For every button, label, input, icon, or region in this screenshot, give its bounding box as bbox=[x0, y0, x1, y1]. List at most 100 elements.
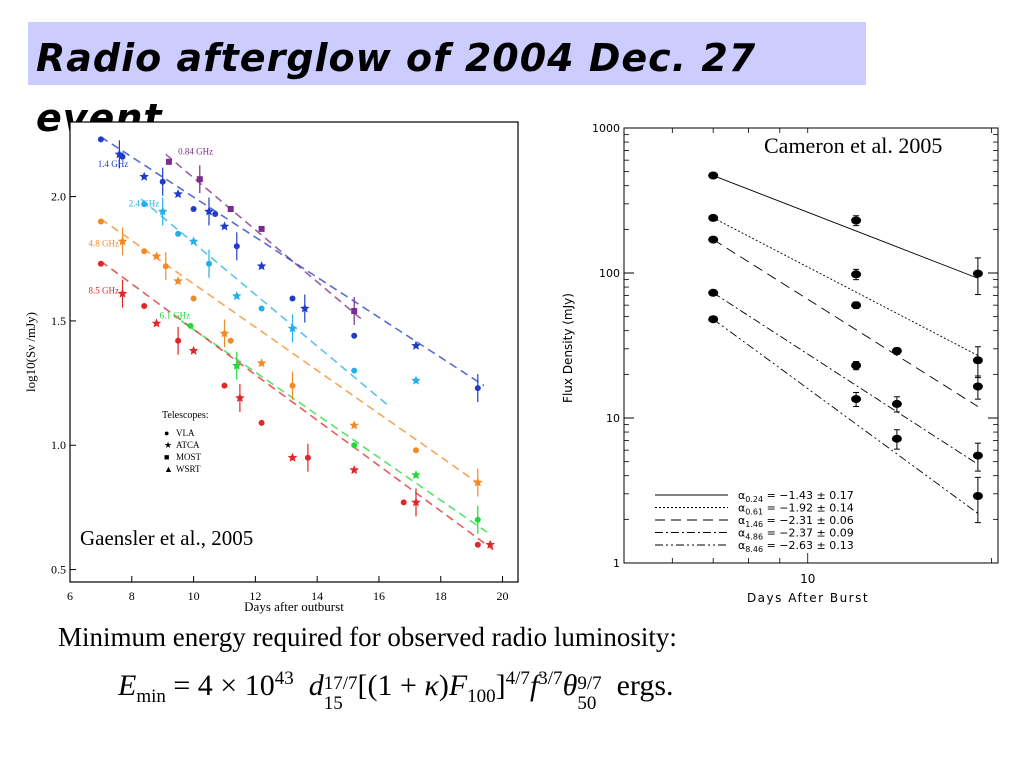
vla-marker bbox=[351, 442, 358, 449]
vla-marker bbox=[258, 419, 265, 426]
right-fit-line bbox=[712, 217, 979, 356]
left-data-point bbox=[151, 318, 162, 328]
formula-theta: θ bbox=[562, 669, 578, 702]
atca-marker bbox=[411, 375, 421, 385]
vla-marker bbox=[206, 260, 212, 267]
formula-d-scripts: 17/7 15 bbox=[324, 674, 358, 714]
left-data-point bbox=[485, 539, 495, 549]
atca-marker bbox=[157, 206, 168, 216]
legend-label: WSRT bbox=[176, 464, 201, 474]
formula-theta-sub: 50 bbox=[577, 693, 597, 714]
slide-title: Radio afterglow of 2004 Dec. 27 event bbox=[36, 36, 757, 140]
left-fit-line bbox=[180, 320, 488, 533]
left-series-label: 1.4 GHz bbox=[98, 159, 129, 169]
left-x-tick-label: 6 bbox=[67, 589, 73, 603]
slide-caption: Minimum energy required for observed rad… bbox=[58, 622, 677, 652]
vla-marker bbox=[159, 178, 166, 185]
left-data-point bbox=[349, 420, 359, 430]
atca-marker bbox=[139, 171, 149, 181]
right-data-point bbox=[708, 315, 719, 324]
left-data-point bbox=[175, 230, 182, 237]
formula-f100-sub: 100 bbox=[467, 686, 496, 707]
vla-marker bbox=[190, 206, 197, 212]
atca-marker bbox=[411, 470, 421, 480]
left-data-point bbox=[411, 488, 421, 517]
left-data-point bbox=[289, 371, 296, 400]
legend-glyph: ● bbox=[164, 428, 169, 438]
left-y-tick-label: 1.5 bbox=[51, 314, 66, 328]
most-marker bbox=[196, 176, 203, 183]
left-data-point bbox=[227, 206, 234, 212]
right-x-tick-label: 10 bbox=[800, 572, 815, 586]
right-fit-line bbox=[712, 318, 979, 514]
right-legend-value: = −1.92 ± 0.14 bbox=[763, 502, 854, 515]
flux-marker bbox=[708, 288, 719, 297]
right-axes: 1 10 100 1000 10 bbox=[592, 122, 998, 586]
left-data-point bbox=[411, 470, 421, 480]
atca-marker bbox=[188, 236, 199, 246]
right-data-point bbox=[851, 361, 862, 371]
atca-marker bbox=[287, 323, 298, 333]
right-legend-value: = −2.31 ± 0.06 bbox=[763, 514, 854, 527]
vla-marker bbox=[141, 248, 148, 255]
left-x-tick-label: 20 bbox=[497, 589, 509, 603]
formula-bracket-sup: 4/7 bbox=[505, 668, 530, 689]
vla-marker bbox=[141, 303, 148, 309]
left-data-point bbox=[473, 468, 483, 497]
vla-marker bbox=[227, 337, 234, 344]
right-data-point bbox=[972, 257, 983, 296]
formula-f: f bbox=[529, 669, 539, 702]
left-data-point bbox=[258, 305, 265, 312]
legend-glyph: ★ bbox=[164, 440, 172, 450]
left-data-point bbox=[159, 167, 166, 196]
formula-f-sup: 3/7 bbox=[538, 668, 563, 689]
atca-marker bbox=[173, 189, 183, 199]
min-energy-formula: Emin = 4 × 1043 d 17/7 15 [(1 + κ)F100]4/7f… bbox=[118, 668, 674, 714]
right-data-point bbox=[851, 391, 862, 408]
right-plot-frame bbox=[623, 127, 999, 564]
right-legend-value: = −1.43 ± 0.17 bbox=[763, 489, 854, 502]
atca-marker bbox=[287, 452, 298, 462]
left-data-point bbox=[97, 218, 104, 225]
vla-marker bbox=[187, 322, 194, 329]
formula-e-sub: min bbox=[136, 686, 166, 707]
left-series-label: 0.84 GHz bbox=[178, 146, 213, 156]
atca-marker bbox=[256, 261, 267, 271]
formula-theta-sup: 9/7 bbox=[577, 673, 602, 694]
left-data-point bbox=[141, 201, 148, 208]
vla-marker bbox=[474, 541, 481, 548]
flux-marker bbox=[972, 492, 983, 500]
left-data-point bbox=[141, 303, 148, 309]
right-legend-alpha-sub: 8.46 bbox=[745, 545, 763, 554]
right-y-tick-label: 10 bbox=[606, 412, 620, 425]
left-data-point bbox=[97, 260, 104, 267]
vla-marker bbox=[233, 243, 240, 250]
right-legend-alpha: α bbox=[738, 514, 745, 527]
atca-marker bbox=[411, 340, 421, 350]
vla-marker bbox=[221, 382, 228, 389]
left-fit-line bbox=[100, 136, 485, 387]
formula-open: [(1 + bbox=[357, 669, 425, 702]
left-axes: 6 8 10 12 14 16 18 20 0.5 1.0 1.5 2.0 bbox=[51, 190, 509, 603]
right-legend-alpha-sub: 0.24 bbox=[745, 495, 763, 504]
right-x-axis-label: Days After Burst bbox=[747, 591, 869, 605]
left-plot-frame bbox=[69, 121, 519, 583]
vla-marker bbox=[141, 201, 148, 208]
formula-e: E bbox=[118, 669, 137, 702]
left-data-point bbox=[206, 249, 212, 278]
formula-d-sup: 17/7 bbox=[323, 673, 358, 694]
left-data-point bbox=[119, 153, 126, 160]
left-x-tick-label: 18 bbox=[435, 589, 447, 603]
left-data-point bbox=[117, 279, 128, 308]
left-data-point bbox=[162, 252, 169, 281]
left-data-point bbox=[190, 295, 197, 302]
left-data-point bbox=[351, 297, 358, 325]
left-data-point bbox=[219, 221, 230, 231]
legend-label: VLA bbox=[176, 428, 195, 438]
formula-close: ) bbox=[438, 669, 449, 702]
atca-marker bbox=[117, 288, 128, 298]
atca-marker bbox=[117, 236, 128, 246]
right-data-point bbox=[708, 171, 719, 180]
left-data-point bbox=[165, 158, 172, 165]
